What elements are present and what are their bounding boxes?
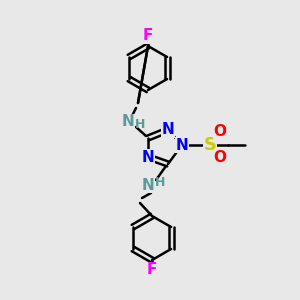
- Text: F: F: [143, 28, 153, 44]
- Text: F: F: [147, 262, 157, 278]
- Text: N: N: [162, 122, 174, 137]
- Text: O: O: [214, 151, 226, 166]
- Text: N: N: [176, 137, 188, 152]
- Text: O: O: [214, 124, 226, 140]
- Text: H: H: [155, 176, 165, 190]
- Text: N: N: [142, 178, 154, 193]
- Text: H: H: [135, 118, 146, 130]
- Text: N: N: [122, 115, 134, 130]
- Text: N: N: [142, 149, 154, 164]
- Text: S: S: [203, 136, 217, 154]
